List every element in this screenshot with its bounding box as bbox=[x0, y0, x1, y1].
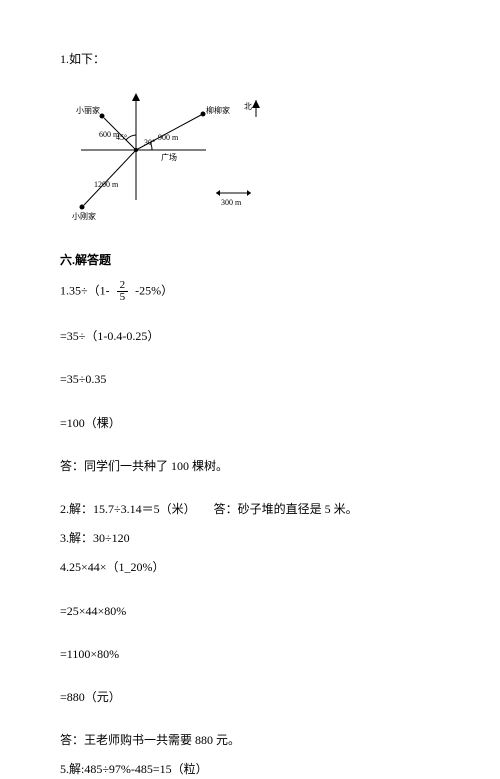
q3: 3.解：30÷120 bbox=[60, 529, 440, 548]
q4-line3: =1100×80% bbox=[60, 645, 440, 664]
diagram: 小丽家 柳柳家 小刚家 广场 北 600 m 900 m 1200 m 300 … bbox=[66, 85, 440, 235]
label-900: 900 m bbox=[158, 133, 179, 142]
q5: 5.解:485÷97%-485=15（粒） bbox=[60, 760, 440, 779]
q1-line4: =100（棵） bbox=[60, 414, 440, 433]
q1-frac: 2 5 bbox=[117, 280, 129, 303]
q1-line1b: -25%） bbox=[135, 283, 173, 297]
frac-den: 5 bbox=[117, 292, 129, 303]
q1-line1a: 1.35÷（1- bbox=[60, 283, 110, 297]
label-xiaogang: 小刚家 bbox=[72, 211, 96, 221]
q1-line1: 1.35÷（1- 2 5 -25%） bbox=[60, 280, 440, 303]
label-300: 300 m bbox=[221, 198, 242, 207]
header-line: 1.如下： bbox=[60, 50, 440, 69]
section6-title: 六.解答题 bbox=[60, 251, 440, 268]
q4-line4: =880（元） bbox=[60, 688, 440, 707]
q2: 2.解：15.7÷3.14＝5（米） 答：砂子堆的直径是 5 米。 bbox=[60, 500, 440, 519]
label-xiaoli: 小丽家 bbox=[76, 105, 100, 115]
q1-answer: 答：同学们一共种了 100 棵树。 bbox=[60, 457, 440, 476]
map-diagram: 小丽家 柳柳家 小刚家 广场 北 600 m 900 m 1200 m 300 … bbox=[66, 85, 266, 235]
label-north: 北 bbox=[244, 102, 252, 111]
q4-line1: 4.25×44×（1_20%） bbox=[60, 558, 440, 577]
q1-line2: =35÷（1-0.4-0.25） bbox=[60, 327, 440, 346]
q4-answer: 答：王老师购书一共需要 880 元。 bbox=[60, 731, 440, 750]
q4-line2: =25×44×80% bbox=[60, 602, 440, 621]
label-1200: 1200 m bbox=[94, 180, 119, 189]
label-45: 45° bbox=[116, 133, 127, 142]
label-guangchang: 广场 bbox=[161, 152, 177, 162]
q1-line3: =35÷0.35 bbox=[60, 370, 440, 389]
label-30: 30° bbox=[144, 138, 155, 147]
label-liuliu: 柳柳家 bbox=[206, 105, 230, 115]
